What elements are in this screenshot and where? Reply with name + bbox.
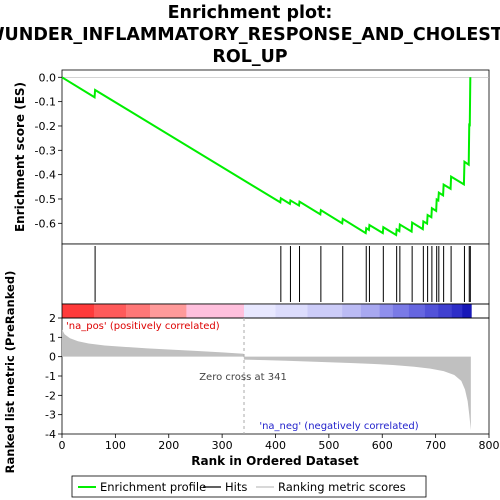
hits-panel [61,243,490,305]
es-y-tick-label: 0.0 [39,71,57,84]
heat-bar-segment [150,304,187,318]
metric-y-tick-label: -1 [45,370,56,383]
x-axis-label: Rank in Ordered Dataset [191,454,359,468]
chart-title-line-2: WUNDER_INFLAMMATORY_RESPONSE_AND_CHOLEST… [0,25,500,45]
x-tick-label: 400 [265,439,286,452]
x-tick-label: 700 [425,439,446,452]
metric-y-axis: 2 1 0 -1 -2 -3 -4 [45,312,62,441]
legend-box [71,475,427,498]
heat-bar-segment [462,304,472,318]
es-y-axis-label: Enrichment score (ES) [13,82,27,232]
metric-y-tick-label: 0 [49,351,56,364]
es-y-axis: 0.0 -0.1 -0.2 -0.3 -0.4 -0.5 -0.6 [35,71,62,230]
metric-y-tick-label: 2 [49,312,56,325]
metric-y-axis-label: Ranked list metric (PreRanked) [3,271,17,474]
es-y-tick-label: -0.4 [35,169,56,182]
legend: Enrichment profile Hits Ranking metric s… [71,475,427,498]
heat-bar-segment [451,304,463,318]
x-axis: 0 100 200 300 400 500 600 700 800 [59,434,500,452]
heat-bar-segment [424,304,439,318]
heat-bar-segment [62,304,95,318]
es-y-tick-label: -0.2 [35,120,56,133]
legend-profile-label: Enrichment profile [100,480,206,494]
metric-y-tick-label: 1 [49,331,56,344]
heat-bar-segment [275,304,308,318]
x-tick-label: 600 [372,439,393,452]
ranking-heat-bar [62,304,472,318]
heat-bar-segment [392,304,410,318]
heat-bar-segment [438,304,452,318]
x-tick-label: 100 [105,439,126,452]
heat-bar-segment [307,304,343,318]
es-panel [61,69,490,245]
es-y-tick-label: -0.6 [35,217,56,230]
metric-y-tick-label: -2 [45,389,56,402]
legend-hits-label: Hits [225,480,247,494]
ranking-metric-area [62,329,471,431]
x-tick-label: 300 [212,439,233,452]
es-y-tick-label: -0.1 [35,96,56,109]
heat-bar-segment [379,304,394,318]
metric-y-tick-label: -3 [45,409,56,422]
metric-y-tick-label: -4 [45,428,56,441]
positive-region-label: 'na_pos' (positively correlated) [66,321,220,332]
hit-markers [94,246,471,302]
negative-region-label: 'na_neg' (negatively correlated) [259,421,418,432]
es-y-tick-label: -0.5 [35,193,56,206]
x-tick-label: 800 [479,439,500,452]
x-tick-label: 200 [158,439,179,452]
heat-bar-segment [126,304,151,318]
heat-bar-segment [360,304,380,318]
legend-metric-label: Ranking metric scores [278,480,406,494]
heat-bar-segment [408,304,426,318]
enrichment-profile-line [61,76,472,237]
heat-bar-segment [186,304,245,318]
zero-cross-label: Zero cross at 341 [199,372,287,383]
x-tick-label: 0 [59,439,66,452]
heat-bar-segment [342,304,362,318]
es-y-tick-label: -0.3 [35,144,56,157]
chart-title-line-3: ROL_UP [212,47,287,67]
chart-title-line-1: Enrichment plot: [168,3,333,23]
heat-bar-segment [94,304,127,318]
x-tick-label: 500 [318,439,339,452]
heat-bar-segment [244,304,276,318]
